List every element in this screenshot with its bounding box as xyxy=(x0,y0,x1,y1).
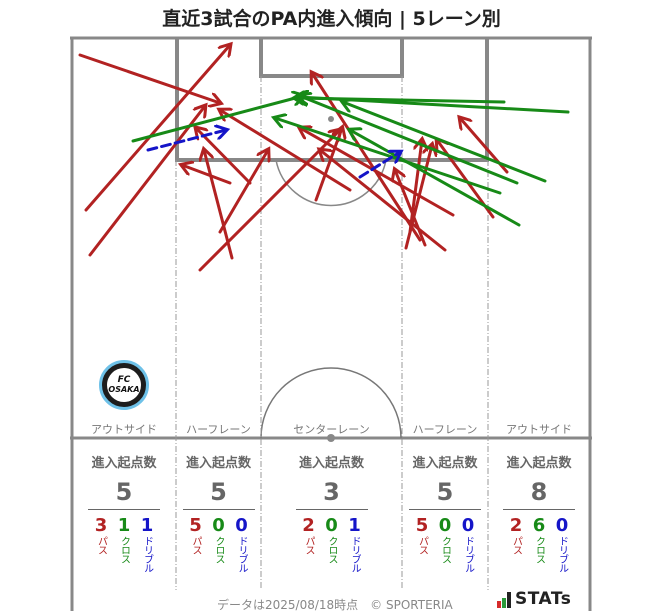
stat-total: 3 xyxy=(323,478,340,506)
bar-chart-icon xyxy=(497,592,511,608)
dribble-count: 1 xyxy=(140,515,154,536)
lane-stats-outside-right: 進入起点数 8 2 パス 6 クロス 0 ドリブル xyxy=(488,452,590,572)
pass-arrow xyxy=(220,110,352,192)
stat-header: 進入起点数 xyxy=(91,456,157,471)
lane-label-center: センターレーン xyxy=(293,423,370,436)
lane-stats-halfspace-right: 進入起点数 5 5 パス 0 クロス 0 ドリブル xyxy=(402,452,488,572)
cross-count: 0 xyxy=(212,515,225,536)
stat-header: 進入起点数 xyxy=(412,456,478,471)
pass-arrow xyxy=(204,150,234,260)
data-source-note: データは2025/08/18時点 © SPORTERIA xyxy=(217,598,453,612)
cross-label: クロス xyxy=(118,536,130,563)
lane-label-halfspace-left: ハーフレーン xyxy=(186,423,251,436)
dribble-label: ドリブル xyxy=(462,536,474,572)
pass-count: 5 xyxy=(415,515,429,536)
stat-total: 5 xyxy=(436,478,454,506)
cross-count: 1 xyxy=(117,515,131,536)
cross-label: クロス xyxy=(326,536,337,563)
cross-label: クロス xyxy=(213,536,224,563)
stat-header: 進入起点数 xyxy=(185,456,251,471)
pass-arrow xyxy=(218,150,268,234)
dribble-label: ドリブル xyxy=(141,536,153,572)
pass-label: パス xyxy=(416,536,428,554)
stat-divider xyxy=(88,509,160,510)
stat-divider xyxy=(295,509,368,510)
pass-label: パス xyxy=(190,536,201,554)
cross-arrow xyxy=(350,130,521,227)
pass-count: 5 xyxy=(189,515,202,536)
lane-label-outside-left: アウトサイド xyxy=(91,423,157,436)
cross-arrow xyxy=(131,96,303,143)
stat-total: 8 xyxy=(530,478,548,506)
pass-arrow xyxy=(182,165,232,185)
team-logo: FC OSAKA xyxy=(99,360,149,410)
cross-arrow xyxy=(343,102,547,183)
dribble-arrow xyxy=(358,152,400,179)
lane-stats-halfspace-left: 進入起点数 5 5 パス 0 クロス 0 ドリブル xyxy=(176,452,261,572)
pass-arrow xyxy=(312,73,422,242)
pass-arrow xyxy=(408,140,422,234)
chart-title: 直近3試合のPA内進入傾向 | 5レーン別 xyxy=(162,8,501,30)
lane-stats-center: 進入起点数 3 2 パス 0 クロス 1 ドリブル xyxy=(261,452,402,572)
cross-count: 0 xyxy=(438,515,452,536)
stats-brand-logo: STATs xyxy=(497,591,571,608)
dribble-label: ドリブル xyxy=(236,536,247,572)
lane-label-halfspace-right: ハーフレーン xyxy=(412,423,478,436)
stat-header: 進入起点数 xyxy=(506,456,572,471)
stat-divider xyxy=(182,509,255,510)
stat-header: 進入起点数 xyxy=(298,456,364,471)
stat-total: 5 xyxy=(115,478,133,506)
pass-arrow xyxy=(196,128,252,185)
cross-count: 6 xyxy=(532,515,546,536)
stat-divider xyxy=(503,509,575,510)
dribble-count: 0 xyxy=(235,515,248,536)
dribble-label: ドリブル xyxy=(556,536,568,572)
pass-label: パス xyxy=(95,536,107,554)
pass-arrow xyxy=(88,106,205,257)
cross-label: クロス xyxy=(533,536,545,563)
cross-arrow xyxy=(275,118,502,195)
dribble-count: 0 xyxy=(555,515,569,536)
cross-label: クロス xyxy=(439,536,451,563)
lane-label-outside-right: アウトサイド xyxy=(506,423,572,436)
pass-label: パス xyxy=(303,536,314,554)
cross-arrow xyxy=(300,96,519,185)
logo-text-fc: FC xyxy=(117,375,131,385)
dribble-arrow xyxy=(146,130,226,152)
brand-name: STATs xyxy=(515,589,572,609)
pass-count: 3 xyxy=(94,515,108,536)
pass-arrow xyxy=(84,45,230,212)
dribble-count: 1 xyxy=(348,515,361,536)
dribble-count: 0 xyxy=(461,515,475,536)
pass-arrow xyxy=(395,170,427,247)
pass-arrow xyxy=(78,53,220,103)
pass-count: 2 xyxy=(302,515,315,536)
entry-arrows xyxy=(78,45,570,272)
cross-count: 0 xyxy=(325,515,338,536)
pass-arrow xyxy=(320,150,447,252)
lane-stats-outside-left: 進入起点数 5 3 パス 1 クロス 1 ドリブル xyxy=(72,452,176,572)
pass-label: パス xyxy=(510,536,522,554)
stat-divider xyxy=(409,509,481,510)
pass-count: 2 xyxy=(509,515,523,536)
pass-arrow xyxy=(300,128,455,217)
dribble-label: ドリブル xyxy=(349,536,360,572)
stat-total: 5 xyxy=(210,478,227,506)
logo-text-osaka: OSAKA xyxy=(108,385,140,394)
